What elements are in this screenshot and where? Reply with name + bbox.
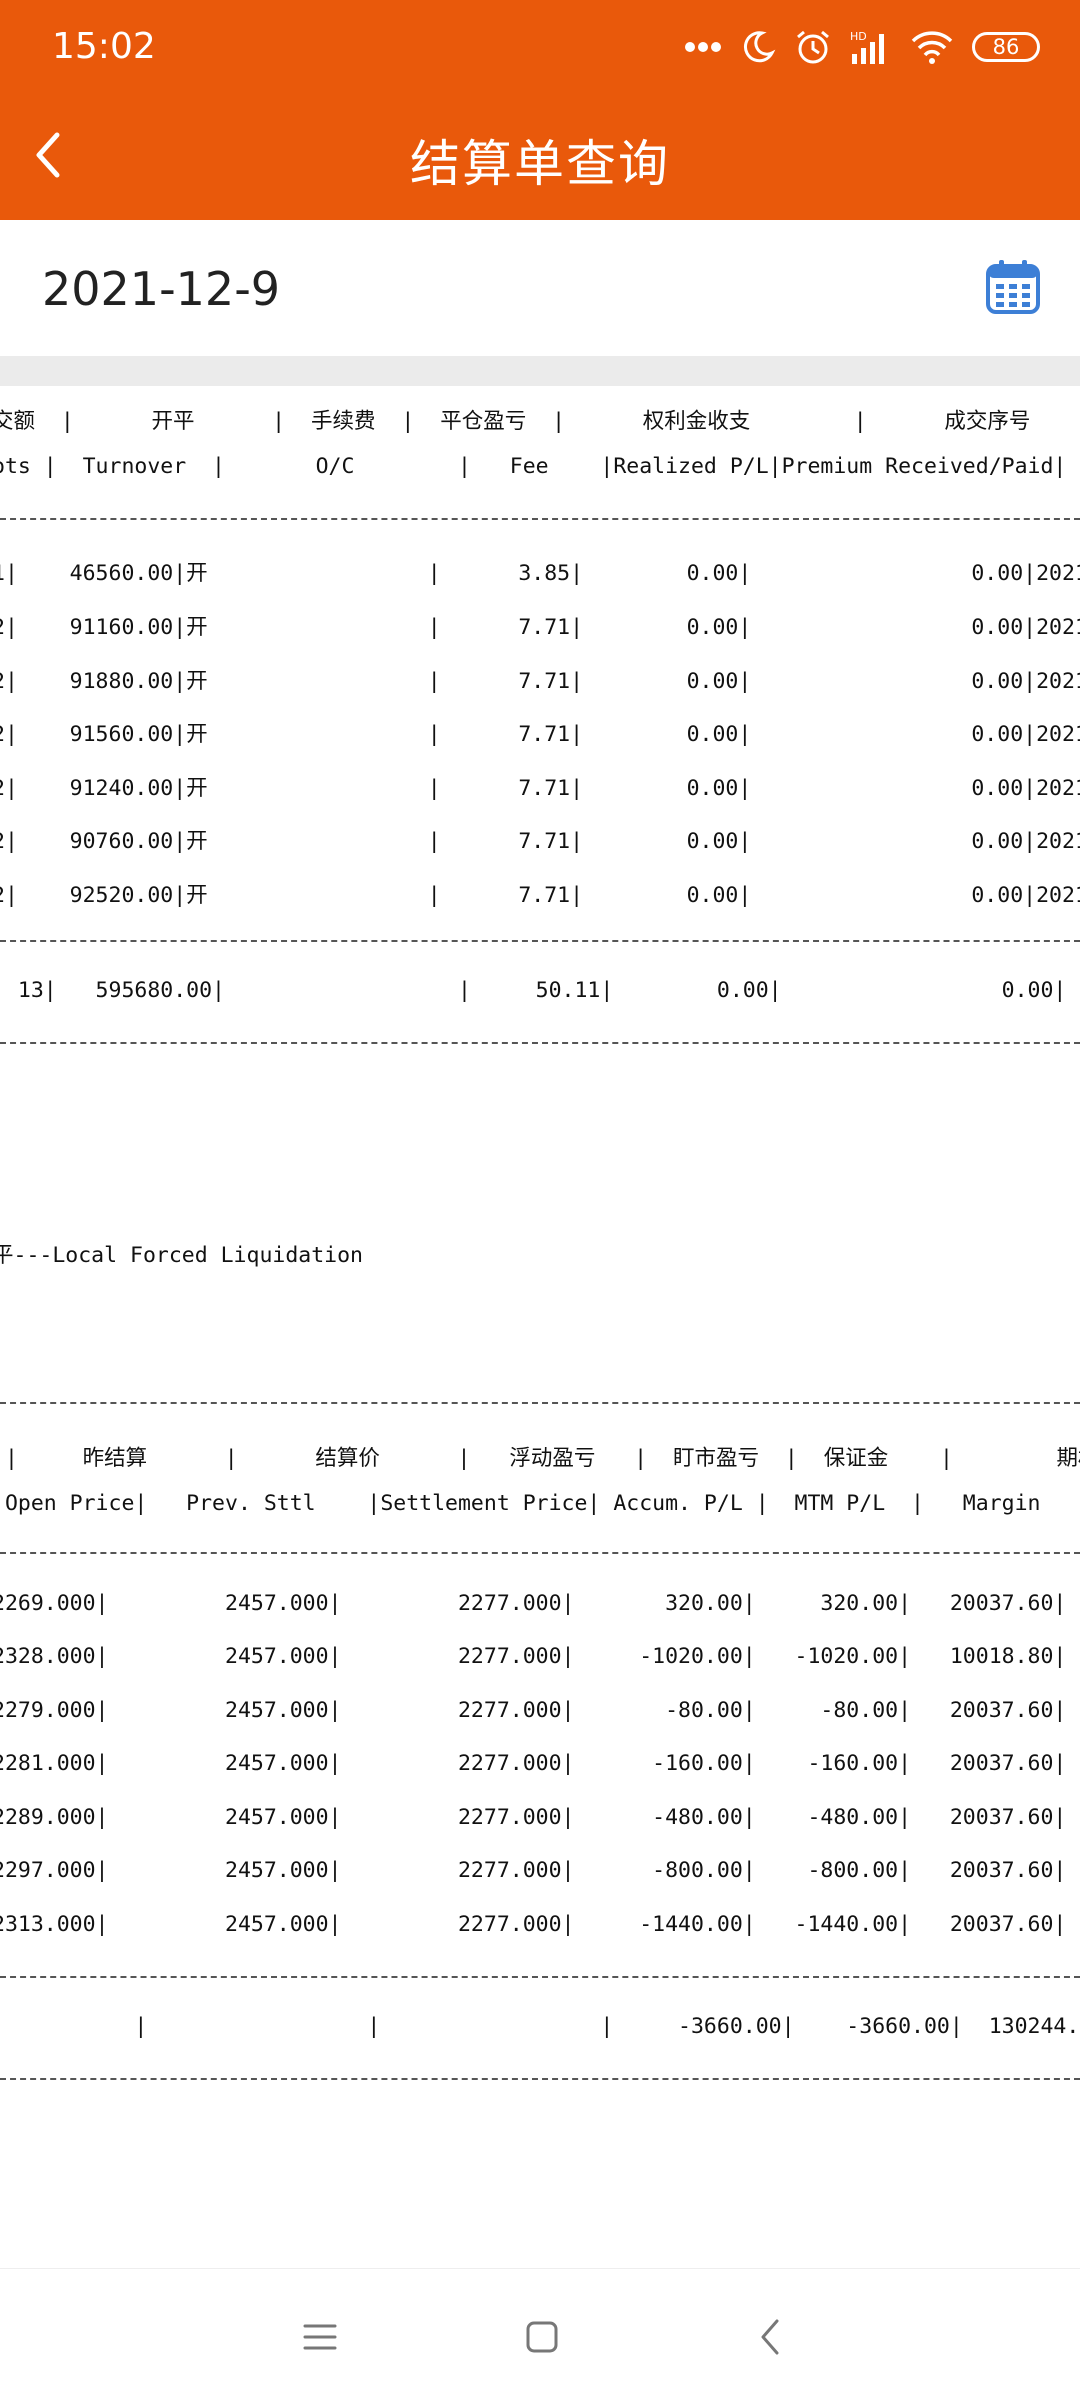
trade-row: 2| 92520.00|开 | 7.71| 0.00| 0.00|2021120… [0,883,1080,908]
moon-icon [743,31,776,63]
trade-row: 2| 91560.00|开 | 7.71| 0.00| 0.00|2021120… [0,722,1080,747]
divider-line [0,2078,1080,2080]
trade-header-cn: 交额 | 开平 | 手续费 | 平仓盈亏 | 权利金收支 | 成交序号 | [0,409,1080,434]
position-row: 2289.000| 2457.000| 2277.000| -480.00| -… [0,1805,1067,1830]
square-icon [526,2321,558,2353]
calendar-button[interactable] [984,258,1042,316]
divider-line [0,1042,1080,1044]
position-row: 2328.000| 2457.000| 2277.000| -1020.00| … [0,1644,1067,1669]
position-header-cn: | 昨结算 | 结算价 | 浮动盈亏 | 盯市盈亏 | 保证金 | 期权市值 [0,1446,1080,1471]
date-selector: 2021-12-9 [0,220,1080,356]
divider-line [0,940,1080,942]
trade-row: 2| 91880.00|开 | 7.71| 0.00| 0.00|2021120… [0,669,1080,694]
home-button[interactable] [512,2307,572,2367]
trade-total-row: 13| 595680.00| | 50.11| 0.00| 0.00| [0,978,1067,1003]
selected-date[interactable]: 2021-12-9 [42,262,281,316]
trade-row: 2| 90760.00|开 | 7.71| 0.00| 0.00|2021120… [0,829,1080,854]
signal-icon: HD [850,30,884,64]
status-icons: HD 86 [684,22,1040,72]
system-navigation-bar [0,2268,1080,2400]
status-time: 15:02 [52,26,156,67]
more-dots-icon [685,42,721,52]
trade-header-en: ots | Turnover | O/C | Fee |Realized P/L… [0,454,1067,479]
calendar-icon [986,260,1040,314]
position-row: 2313.000| 2457.000| 2277.000| -1440.00| … [0,1912,1067,1937]
position-total-row: | | | -3660.00| -3660.00| 130244.40| [0,2014,1080,2039]
divider-line [0,1552,1080,1554]
battery-indicator: 86 [972,32,1040,62]
app-header: 15:02 HD 86 结算单查询 [0,0,1080,220]
svg-text:HD: HD [850,30,867,43]
trade-row: 2| 91240.00|开 | 7.71| 0.00| 0.00|2021120… [0,776,1080,801]
position-row: 2279.000| 2457.000| 2277.000| -80.00| -8… [0,1698,1067,1723]
back-button[interactable] [18,120,78,190]
page-title: 结算单查询 [410,135,670,193]
recent-apps-button[interactable] [290,2307,350,2367]
position-row: 2281.000| 2457.000| 2277.000| -160.00| -… [0,1751,1067,1776]
legend-note: 平---Local Forced Liquidation [0,1243,363,1268]
divider-line [0,1976,1080,1978]
divider-line [0,518,1080,520]
position-row: 2297.000| 2457.000| 2277.000| -800.00| -… [0,1858,1067,1883]
wifi-icon [911,31,953,64]
chevron-left-icon [761,2319,779,2355]
position-row: 2269.000| 2457.000| 2277.000| 320.00| 32… [0,1591,1067,1616]
chevron-left-icon [36,132,60,178]
settlement-statement[interactable]: 交额 | 开平 | 手续费 | 平仓盈亏 | 权利金收支 | 成交序号 | ot… [0,386,1080,2268]
position-header-en: Open Price| Prev. Sttl |Settlement Price… [0,1491,1080,1516]
alarm-icon [797,30,829,64]
divider-line [0,1402,1080,1404]
section-divider [0,356,1080,386]
trade-row: 1| 46560.00|开 | 3.85| 0.00| 0.00|2021120… [0,561,1080,586]
trade-row: 2| 91160.00|开 | 7.71| 0.00| 0.00|2021120… [0,615,1080,640]
menu-icon [303,2324,337,2350]
nav-back-button[interactable] [740,2307,800,2367]
